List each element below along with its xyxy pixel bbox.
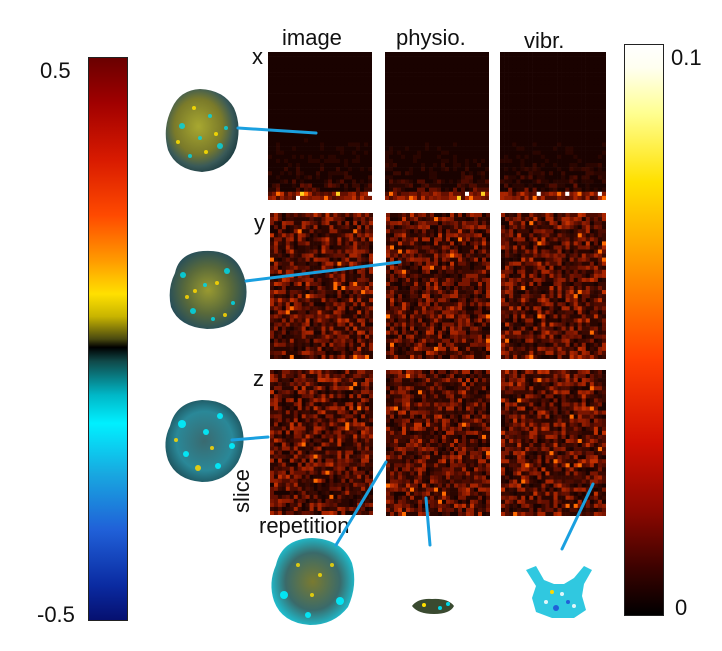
panel-z-vibr xyxy=(501,370,606,516)
left-colorbar-min-label: -0.5 xyxy=(37,602,75,627)
heatmap-cells xyxy=(500,52,606,200)
repetition-axis-label: repetition xyxy=(259,513,350,538)
panel-y-vibr xyxy=(501,213,606,359)
row-label-x: x xyxy=(252,44,263,69)
heatmap-cells xyxy=(268,52,372,200)
heatmap-cells xyxy=(501,213,606,359)
brain-map-z xyxy=(165,400,244,482)
brain-map-physio xyxy=(412,598,454,614)
left-colorbar-max-label: 0.5 xyxy=(40,58,71,83)
heatmap-cells xyxy=(386,370,490,516)
heatmap-cells xyxy=(270,370,373,515)
panel-x-physio xyxy=(385,52,489,200)
heatmap-cells xyxy=(501,370,606,516)
panel-x-image xyxy=(268,52,372,200)
right-colorbar xyxy=(624,44,664,616)
brain-map-vibr xyxy=(526,566,592,618)
column-header-vibr: vibr. xyxy=(524,28,565,53)
row-label-z: z xyxy=(253,366,264,391)
left-colorbar xyxy=(88,57,128,621)
brain-map-y xyxy=(169,250,247,329)
heatmap-cells xyxy=(385,52,489,200)
panel-z-image xyxy=(270,370,373,515)
column-header-physio: physio. xyxy=(396,25,466,50)
panel-z-physio xyxy=(386,370,490,516)
panel-y-image xyxy=(270,213,373,359)
panel-x-vibr xyxy=(500,52,606,200)
column-header-image: image xyxy=(282,25,342,50)
heatmap-cells xyxy=(386,213,490,359)
brain-map-x xyxy=(165,89,239,172)
right-colorbar-min-label: 0 xyxy=(675,595,688,620)
heatmap-cells xyxy=(270,213,373,359)
row-label-y: y xyxy=(254,210,265,235)
right-colorbar-max-label: 0.1 xyxy=(671,45,702,70)
brain-map-repetition xyxy=(271,538,355,625)
panel-y-physio xyxy=(386,213,490,359)
